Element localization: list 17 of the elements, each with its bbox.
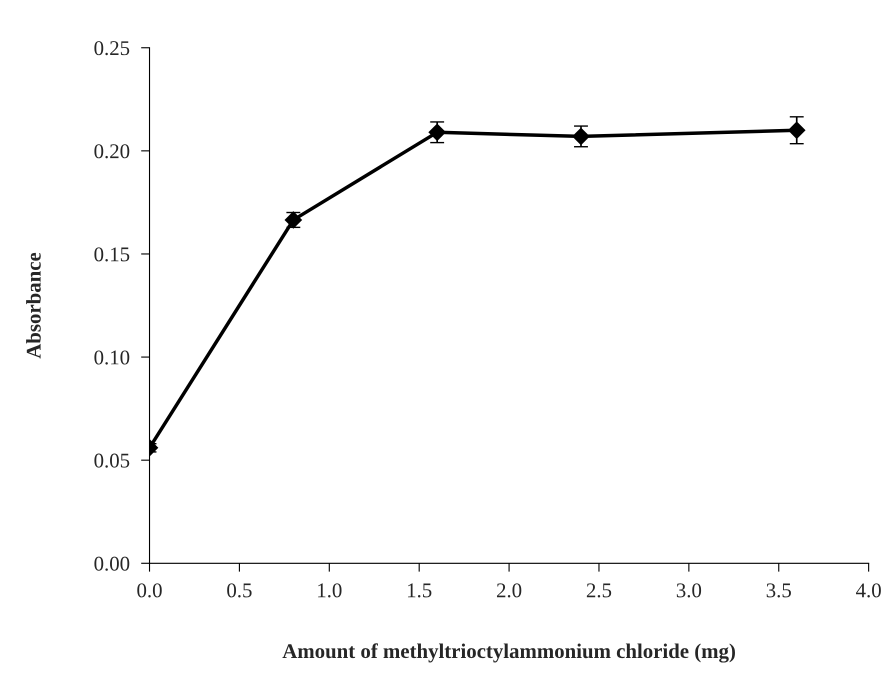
y-tick-label: 0.00 xyxy=(94,556,130,571)
x-axis-title: Amount of methyltrioctylammonium chloride (mg) xyxy=(282,643,735,663)
y-tick-label: 0.10 xyxy=(94,350,130,365)
y-tick-label: 0.20 xyxy=(94,144,130,158)
x-tick-label: 1.0 xyxy=(318,583,342,598)
y-tick-label: 0.15 xyxy=(94,247,130,262)
y-axis-title: Absorbance xyxy=(26,252,41,359)
x-tick-label: 1.5 xyxy=(408,583,432,598)
x-tick-label: 0.0 xyxy=(137,583,162,598)
x-tick-label: 3.0 xyxy=(676,583,702,598)
y-tick-label: 0.25 xyxy=(94,41,130,56)
x-tick-label: 2.5 xyxy=(586,583,612,598)
x-tick-label: 0.5 xyxy=(227,583,252,598)
x-tick-label: 2.0 xyxy=(496,583,522,598)
x-tick-label: 3.5 xyxy=(766,583,791,598)
x-tick-label: 4.0 xyxy=(856,583,881,598)
y-tick-label: 0.05 xyxy=(94,454,130,468)
